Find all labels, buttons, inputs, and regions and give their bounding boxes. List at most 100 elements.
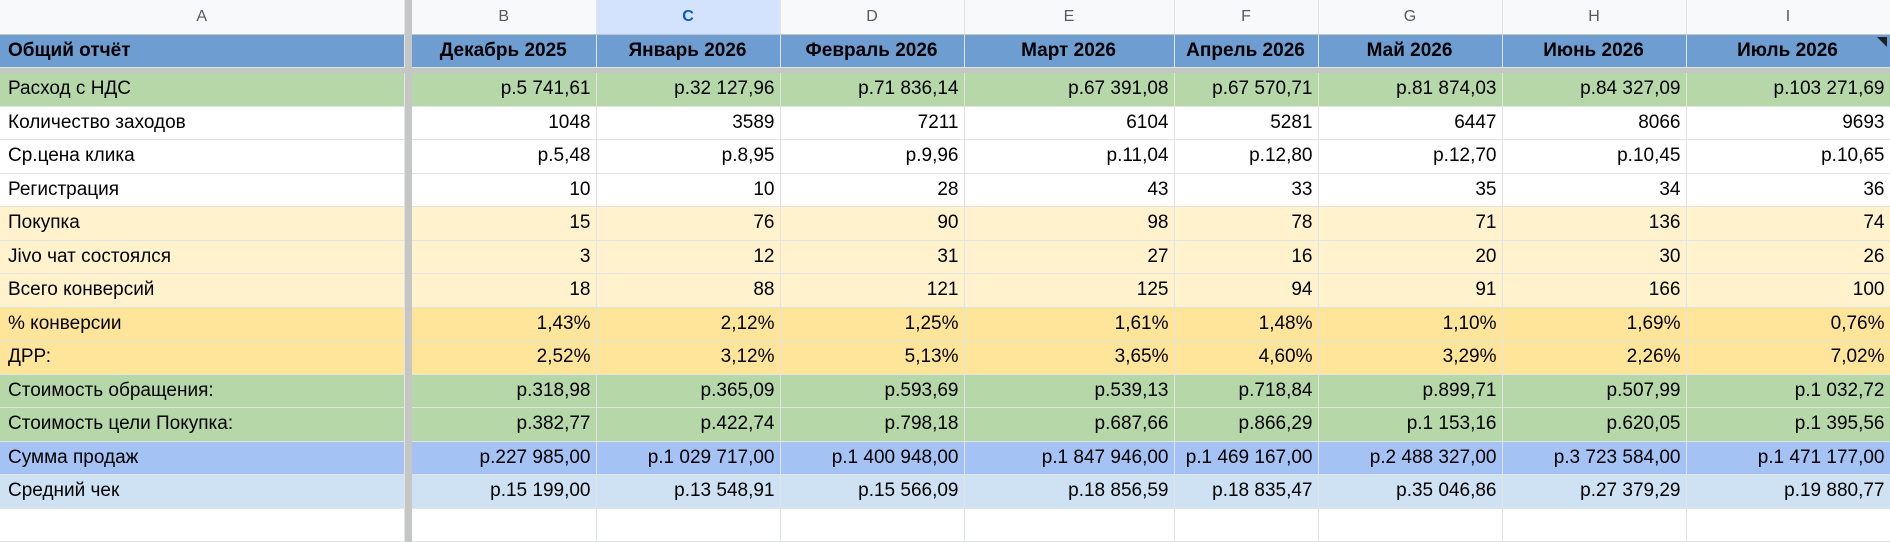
value-cell[interactable]: р.1 469 167,00: [1174, 441, 1319, 475]
row-label-cell[interactable]: Стоимость цели Покупка:: [0, 407, 405, 442]
value-cell[interactable]: 2,12%: [596, 307, 781, 341]
value-cell[interactable]: 2,26%: [1502, 340, 1687, 375]
row-label-cell[interactable]: Сумма продаж: [0, 441, 405, 475]
report-title-cell[interactable]: Общий отчёт: [0, 34, 405, 68]
value-cell[interactable]: р.899,71: [1318, 374, 1503, 408]
value-cell[interactable]: 28: [780, 173, 965, 207]
empty-cell[interactable]: [1318, 508, 1503, 542]
value-cell[interactable]: 76: [596, 206, 781, 241]
month-header-cell[interactable]: Январь 2026: [596, 34, 781, 68]
month-header-cell[interactable]: Март 2026: [964, 34, 1175, 68]
value-cell[interactable]: 30: [1502, 240, 1687, 274]
empty-cell[interactable]: [596, 508, 781, 542]
value-cell[interactable]: р.2 488 327,00: [1318, 441, 1503, 475]
value-cell[interactable]: 3589: [596, 106, 781, 140]
value-cell[interactable]: 34: [1502, 173, 1687, 207]
value-cell[interactable]: р.318,98: [412, 374, 597, 408]
value-cell[interactable]: 121: [780, 273, 965, 308]
value-cell[interactable]: 9693: [1686, 106, 1890, 140]
value-cell[interactable]: 7211: [780, 106, 965, 140]
value-cell[interactable]: 5,13%: [780, 340, 965, 375]
value-cell[interactable]: р.18 856,59: [964, 474, 1175, 509]
value-cell[interactable]: 71: [1318, 206, 1503, 241]
value-cell[interactable]: р.1 032,72: [1686, 374, 1890, 408]
row-label-cell[interactable]: Регистрация: [0, 173, 405, 207]
column-header-I[interactable]: I: [1686, 0, 1890, 35]
value-cell[interactable]: 33: [1174, 173, 1319, 207]
value-cell[interactable]: 6447: [1318, 106, 1503, 140]
empty-cell[interactable]: [1686, 508, 1890, 542]
value-cell[interactable]: р.798,18: [780, 407, 965, 442]
value-cell[interactable]: 26: [1686, 240, 1890, 274]
value-cell[interactable]: р.1 847 946,00: [964, 441, 1175, 475]
value-cell[interactable]: 1,25%: [780, 307, 965, 341]
column-header-A[interactable]: A: [0, 0, 405, 35]
value-cell[interactable]: р.866,29: [1174, 407, 1319, 442]
column-header-C[interactable]: C: [596, 0, 781, 35]
value-cell[interactable]: 10: [596, 173, 781, 207]
value-cell[interactable]: р.620,05: [1502, 407, 1687, 442]
empty-cell[interactable]: [780, 508, 965, 542]
value-cell[interactable]: р.1 153,16: [1318, 407, 1503, 442]
value-cell[interactable]: р.27 379,29: [1502, 474, 1687, 509]
value-cell[interactable]: р.71 836,14: [780, 72, 965, 107]
value-cell[interactable]: р.365,09: [596, 374, 781, 408]
row-label-cell[interactable]: Ср.цена клика: [0, 139, 405, 174]
value-cell[interactable]: р.32 127,96: [596, 72, 781, 107]
month-header-cell[interactable]: Апрель 2026: [1174, 34, 1319, 68]
month-header-cell[interactable]: Декабрь 2025: [412, 34, 597, 68]
empty-cell[interactable]: [1502, 508, 1687, 542]
value-cell[interactable]: 94: [1174, 273, 1319, 308]
value-cell[interactable]: 10: [412, 173, 597, 207]
row-label-cell[interactable]: Количество заходов: [0, 106, 405, 140]
value-cell[interactable]: р.3 723 584,00: [1502, 441, 1687, 475]
value-cell[interactable]: 3,65%: [964, 340, 1175, 375]
value-cell[interactable]: р.15 566,09: [780, 474, 965, 509]
value-cell[interactable]: р.103 271,69: [1686, 72, 1890, 107]
value-cell[interactable]: р.67 391,08: [964, 72, 1175, 107]
value-cell[interactable]: 5281: [1174, 106, 1319, 140]
value-cell[interactable]: 125: [964, 273, 1175, 308]
value-cell[interactable]: 136: [1502, 206, 1687, 241]
value-cell[interactable]: р.539,13: [964, 374, 1175, 408]
value-cell[interactable]: 43: [964, 173, 1175, 207]
row-label-cell[interactable]: % конверсии: [0, 307, 405, 341]
value-cell[interactable]: 78: [1174, 206, 1319, 241]
value-cell[interactable]: р.67 570,71: [1174, 72, 1319, 107]
value-cell[interactable]: 8066: [1502, 106, 1687, 140]
value-cell[interactable]: р.422,74: [596, 407, 781, 442]
value-cell[interactable]: 3: [412, 240, 597, 274]
value-cell[interactable]: р.84 327,09: [1502, 72, 1687, 107]
value-cell[interactable]: 18: [412, 273, 597, 308]
value-cell[interactable]: р.12,70: [1318, 139, 1503, 174]
value-cell[interactable]: р.81 874,03: [1318, 72, 1503, 107]
row-label-cell[interactable]: Всего конверсий: [0, 273, 405, 308]
value-cell[interactable]: р.8,95: [596, 139, 781, 174]
value-cell[interactable]: 15: [412, 206, 597, 241]
month-header-cell[interactable]: Май 2026: [1318, 34, 1503, 68]
value-cell[interactable]: 1,48%: [1174, 307, 1319, 341]
value-cell[interactable]: р.35 046,86: [1318, 474, 1503, 509]
value-cell[interactable]: р.19 880,77: [1686, 474, 1890, 509]
value-cell[interactable]: р.382,77: [412, 407, 597, 442]
empty-cell[interactable]: [1174, 508, 1319, 542]
value-cell[interactable]: 90: [780, 206, 965, 241]
value-cell[interactable]: р.1 029 717,00: [596, 441, 781, 475]
row-label-cell[interactable]: Расход с НДС: [0, 72, 405, 107]
value-cell[interactable]: р.18 835,47: [1174, 474, 1319, 509]
row-label-cell[interactable]: Jivo чат состоялся: [0, 240, 405, 274]
value-cell[interactable]: 100: [1686, 273, 1890, 308]
freeze-divider[interactable]: [404, 0, 412, 35]
column-header-H[interactable]: H: [1502, 0, 1687, 35]
value-cell[interactable]: р.11,04: [964, 139, 1175, 174]
value-cell[interactable]: 166: [1502, 273, 1687, 308]
value-cell[interactable]: р.227 985,00: [412, 441, 597, 475]
value-cell[interactable]: 1,69%: [1502, 307, 1687, 341]
value-cell[interactable]: р.10,65: [1686, 139, 1890, 174]
value-cell[interactable]: 20: [1318, 240, 1503, 274]
value-cell[interactable]: 6104: [964, 106, 1175, 140]
freeze-row-divider[interactable]: [0, 67, 1890, 73]
value-cell[interactable]: 3,12%: [596, 340, 781, 375]
month-header-cell[interactable]: Февраль 2026: [780, 34, 965, 68]
value-cell[interactable]: 74: [1686, 206, 1890, 241]
